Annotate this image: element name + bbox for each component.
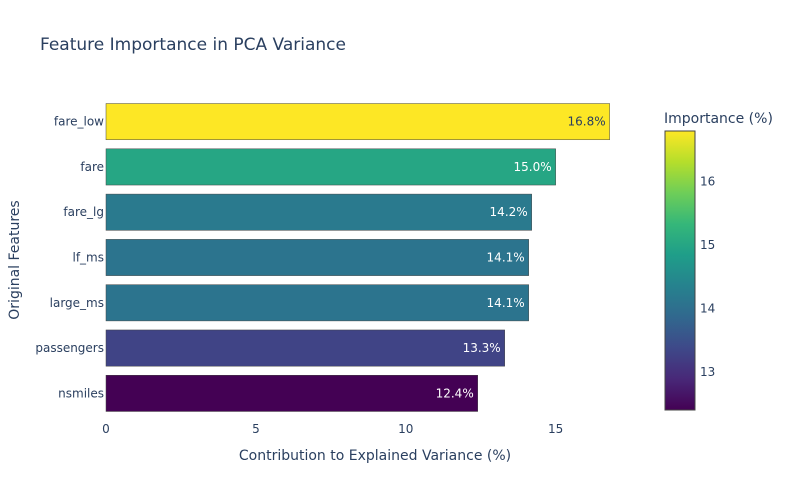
y-tick-label: fare_lg (63, 205, 104, 219)
bar-value-label: 14.1% (487, 251, 525, 265)
colorbar-tick-label: 14 (700, 302, 715, 316)
x-tick-label: 0 (102, 422, 110, 436)
bars-group: 16.8% 15.0% 14.2% 14.1% 14.1% 13.3% 12.4% (105, 103, 610, 412)
bar-value-label: 14.1% (487, 296, 525, 310)
colorbar-tick-label: 15 (700, 238, 715, 252)
x-axis-title: Contribution to Explained Variance (%) (239, 448, 511, 464)
bar-nsmiles (105, 374, 478, 412)
y-tick-label: fare (80, 160, 104, 174)
x-tick-labels: 0 5 10 15 (102, 422, 563, 436)
bar-value-label: 15.0% (514, 160, 552, 174)
y-tick-label: fare_low (54, 115, 104, 129)
y-tick-label: large_ms (50, 296, 104, 310)
x-tick-label: 10 (398, 422, 413, 436)
colorbar-tick-label: 16 (700, 175, 715, 189)
bar-value-label: 13.3% (463, 341, 501, 355)
colorbar-title: Importance (%) (664, 111, 773, 127)
bar-large_ms (105, 284, 529, 322)
y-tick-label: lf_ms (73, 251, 105, 265)
colorbar-ticks: 13 14 15 16 (700, 175, 715, 379)
bar-value-label: 16.8% (567, 115, 605, 129)
colorbar (664, 130, 696, 411)
colorbar-tick-label: 13 (700, 365, 715, 379)
x-tick-label: 5 (252, 422, 260, 436)
bar-fare_low (105, 103, 610, 141)
bar-lf_ms (105, 239, 529, 276)
bar-fare (105, 148, 556, 186)
chart-title: Feature Importance in PCA Variance (40, 35, 346, 55)
x-tick-label: 15 (548, 422, 563, 436)
y-axis-title: Original Features (7, 200, 23, 319)
bar-passengers (105, 329, 505, 367)
y-tick-label: passengers (35, 341, 104, 355)
y-tick-label: nsmiles (58, 386, 104, 400)
bar-value-label: 14.2% (490, 205, 528, 219)
bar-value-label: 12.4% (436, 386, 474, 400)
bar-fare_lg (105, 193, 532, 231)
